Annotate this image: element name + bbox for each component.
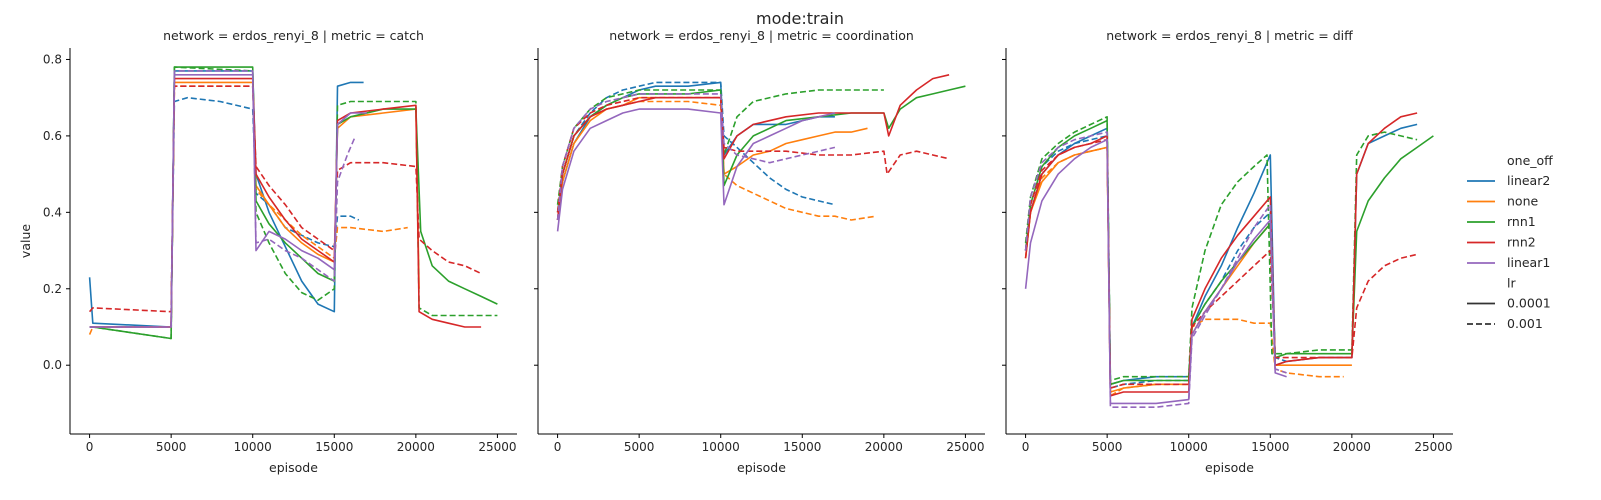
x-tick-label: 0 [1022, 440, 1030, 454]
series-line-rnn1-lr-0_001 [1024, 116, 1418, 382]
series-group [556, 74, 966, 232]
series-line-linear2-lr-0_001 [89, 96, 360, 328]
legend-item-lr-0_0001: 0.0001 [1467, 296, 1551, 311]
series-line-linear2-lr-0_0001 [88, 70, 364, 328]
y-tick-label: 0.2 [43, 282, 62, 296]
legend-item-linear1: linear1 [1467, 255, 1550, 270]
y-tick-label: 0.0 [43, 358, 62, 372]
legend-hue-title: one_off [1507, 153, 1553, 168]
x-tick-label: 10000 [234, 440, 272, 454]
x-tick-label: 25000 [946, 440, 984, 454]
legend-label: rnn2 [1507, 235, 1536, 250]
series-line-linear2-lr-0_001 [1024, 135, 1287, 389]
series-line-none-lr-0_001 [1024, 146, 1344, 397]
series-line-linear1-lr-0_0001 [556, 108, 836, 232]
legend-label: rnn1 [1507, 214, 1536, 229]
series-line-rnn2-lr-0_0001 [89, 77, 482, 328]
series-line-rnn2-lr-0_0001 [1024, 112, 1418, 397]
x-tick-label: 15000 [783, 440, 821, 454]
x-tick-label: 5000 [156, 440, 187, 454]
series-line-rnn1-lr-0_001 [89, 66, 498, 340]
legend-item-linear2: linear2 [1467, 173, 1550, 188]
series-line-rnn1-lr-0_0001 [556, 85, 966, 213]
facet-panel-1: network = erdos_renyi_8 | metric = catch… [18, 28, 517, 475]
series-line-rnn1-lr-0_0001 [89, 66, 498, 340]
series-line-none-lr-0_001 [556, 100, 876, 221]
legend-label: 0.0001 [1507, 296, 1551, 311]
x-tick-label: 20000 [1333, 440, 1371, 454]
x-tick-label: 25000 [1414, 440, 1452, 454]
series-line-linear2-lr-0_0001 [1024, 123, 1418, 386]
series-group [1024, 112, 1434, 409]
series-line-linear1-lr-0_0001 [1024, 138, 1287, 405]
panel-title: network = erdos_renyi_8 | metric = catch [163, 28, 424, 43]
figure-suptitle: mode:train [756, 9, 844, 28]
series-line-rnn1-lr-0_0001 [1024, 119, 1434, 386]
x-axis-label: episode [1205, 460, 1254, 475]
legend-label: none [1507, 194, 1538, 209]
facet-panel-2: network = erdos_renyi_8 | metric = coord… [534, 28, 985, 475]
legend-item-rnn1: rnn1 [1467, 214, 1536, 229]
y-tick-label: 0.8 [43, 52, 62, 66]
series-line-rnn2-lr-0_001 [88, 85, 482, 313]
y-tick-label: 0.4 [43, 205, 62, 219]
legend-item-rnn2: rnn2 [1467, 235, 1536, 250]
series-line-rnn2-lr-0_001 [1024, 138, 1418, 389]
x-tick-label: 15000 [315, 440, 353, 454]
x-axis-label: episode [737, 460, 786, 475]
legend-label: linear1 [1507, 255, 1550, 270]
legend-item-none: none [1467, 194, 1538, 209]
legend-label: linear2 [1507, 173, 1550, 188]
panel-title: network = erdos_renyi_8 | metric = coord… [609, 28, 914, 43]
x-tick-label: 0 [554, 440, 562, 454]
x-tick-label: 5000 [624, 440, 655, 454]
series-group [88, 66, 498, 340]
x-tick-label: 20000 [397, 440, 435, 454]
facet-panels: network = erdos_renyi_8 | metric = catch… [18, 28, 1453, 475]
x-tick-label: 20000 [865, 440, 903, 454]
series-line-linear1-lr-0_001 [89, 70, 357, 328]
series-line-linear2-lr-0_0001 [556, 81, 835, 213]
series-line-linear2-lr-0_001 [556, 81, 836, 221]
y-tick-label: 0.6 [43, 129, 62, 143]
x-tick-label: 25000 [478, 440, 516, 454]
x-tick-label: 0 [86, 440, 94, 454]
series-line-rnn2-lr-0_0001 [556, 74, 950, 221]
legend-label: 0.001 [1507, 316, 1543, 331]
series-line-none-lr-0_0001 [1024, 146, 1352, 393]
x-tick-label: 15000 [1251, 440, 1289, 454]
series-line-linear1-lr-0_0001 [89, 74, 367, 328]
facet-panel-3: network = erdos_renyi_8 | metric = diff 0… [1002, 28, 1453, 475]
x-tick-label: 10000 [1170, 440, 1208, 454]
legend-item-lr-0_001: 0.001 [1467, 316, 1543, 331]
y-axis-label: value [18, 224, 33, 258]
x-tick-label: 10000 [702, 440, 740, 454]
panel-title: network = erdos_renyi_8 | metric = diff [1106, 28, 1353, 43]
legend-style-title: lr [1507, 276, 1516, 291]
series-line-linear1-lr-0_001 [1024, 131, 1287, 409]
series-line-linear1-lr-0_001 [556, 93, 836, 221]
x-tick-label: 5000 [1092, 440, 1123, 454]
x-axis-label: episode [269, 460, 318, 475]
series-line-none-lr-0_001 [88, 85, 408, 335]
legend: one_off linear2 none rnn1 rnn2 linear1 lr 0.000… [1467, 153, 1553, 331]
series-line-rnn2-lr-0_001 [556, 96, 950, 213]
